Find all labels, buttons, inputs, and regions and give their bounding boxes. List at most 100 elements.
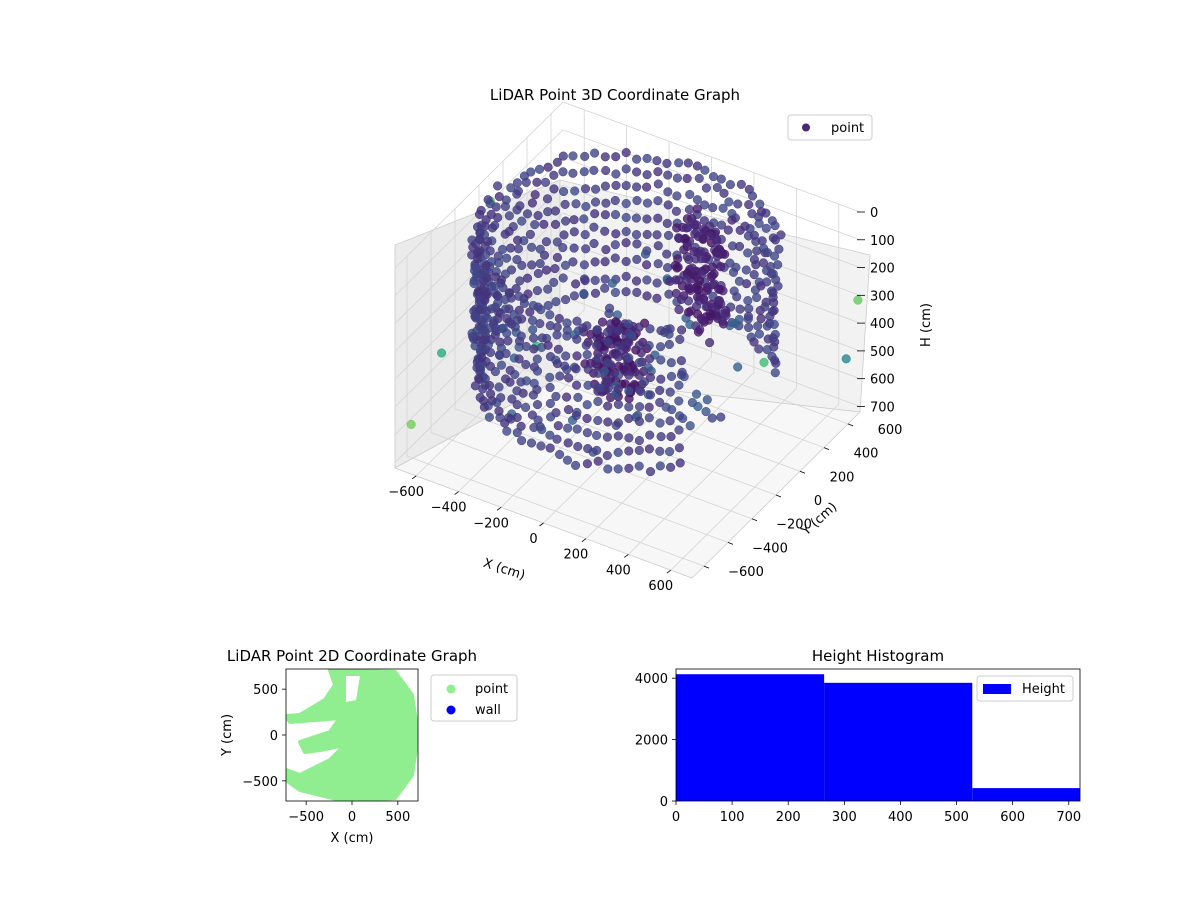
point-3d [505,365,515,375]
grid-3d-h-line [394,101,861,269]
point-3d [666,432,676,442]
point-3d [613,326,623,336]
point-3d [656,374,666,384]
point-3d [592,325,602,335]
point-3d [621,164,631,174]
point-3d [562,318,572,328]
histogram-x-tick-label: 200 [776,810,801,825]
point-3d [406,419,416,429]
point-3d [568,257,578,267]
point-3d [688,217,698,228]
point-3d [515,276,525,286]
point-3d [642,260,652,270]
point-3d [674,305,684,315]
point-3d [621,226,631,237]
point-3d [605,303,615,313]
point-3d [725,180,735,190]
point-3d [568,151,578,161]
point-3d [545,321,555,331]
histogram-y-tick-label: 0 [660,795,668,810]
point-3d [558,273,568,283]
point-3d [519,171,529,181]
point-3d [714,296,724,306]
x-tick-3d [454,491,459,495]
point-3d [702,395,712,405]
point-3d [532,400,543,410]
point-3d [623,319,634,329]
y-tick-label-3d: −200 [776,518,812,533]
point-3d [552,359,562,369]
point-3d [632,287,642,297]
point-3d [655,385,665,395]
point-3d [509,309,519,320]
point-3d [525,229,535,239]
point-3d [561,295,571,305]
z-tick-label-3d: 300 [870,289,895,304]
histogram-x-tick-label: 100 [720,810,745,825]
point-3d [752,292,762,303]
point-3d [634,385,644,395]
point-3d [621,198,631,209]
point-3d [744,303,754,314]
point-3d [761,223,771,233]
histogram-bar [676,674,825,801]
point-3d [583,444,593,454]
point-3d [589,238,599,249]
point-3d [583,380,593,390]
point-3d [560,199,570,209]
point-3d [592,430,602,440]
point-3d [477,353,487,363]
point-3d [528,325,538,335]
point-3d [542,194,553,204]
point-3d [666,358,676,368]
x-tick-label-3d: −400 [431,501,467,516]
point-3d [751,260,761,270]
histogram-ticks: 0 100 200 300 400 500 600 700 0 2000 4000 [635,672,1081,825]
point-3d [758,258,768,268]
point-3d [676,294,686,304]
point-3d [484,412,494,422]
point-3d [494,382,504,392]
point-3d [675,334,685,344]
histogram: Height Histogram 0 100 200 300 400 500 600 7000… [635,647,1081,825]
point-3d [593,415,603,426]
point-3d [579,214,589,224]
point-3d [551,391,561,401]
point-3d [644,402,654,412]
point-3d [656,355,666,365]
point-3d [736,179,746,189]
point-3d [642,291,652,301]
point-3d [624,433,634,443]
point-3d [665,276,675,286]
y-tick-label-3d: 400 [854,447,879,462]
x-tick-label-3d: 0 [529,532,537,547]
point-3d [475,305,485,315]
point-3d [634,435,644,446]
point-3d [493,251,503,261]
point-3d [534,164,545,174]
point-3d [770,235,780,245]
point-3d [634,445,644,455]
point-3d [517,314,527,324]
x-tick-3d [411,475,417,480]
point-3d [624,402,634,412]
point-3d [558,167,568,177]
grid-3d-y-line [454,208,753,520]
point-3d [590,197,601,207]
point-3d [551,297,561,307]
point-3d [645,467,656,477]
point-3d [655,418,665,428]
point-3d [537,425,547,435]
point-3d [685,320,695,330]
point-3d [572,334,582,344]
point-3d [692,195,702,205]
x-tick-label-3d: −600 [388,485,424,500]
point-3d [521,402,531,412]
histogram-x-tick-label: 0 [672,810,680,825]
y-tick-label-2d: −500 [242,775,278,790]
point-3d [600,210,610,220]
point-3d [674,396,684,406]
point-3d [610,253,620,263]
legend-2d-wall-marker [446,705,456,715]
point-3d [553,344,563,354]
